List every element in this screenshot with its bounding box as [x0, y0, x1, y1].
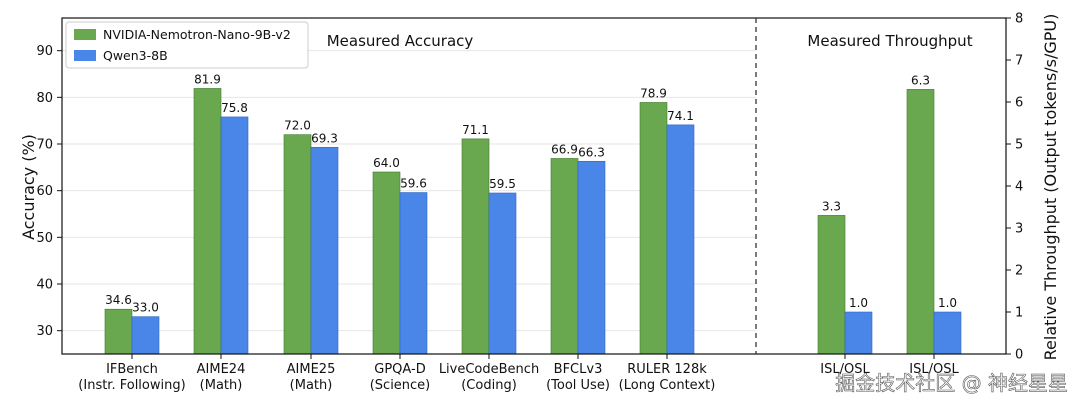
accuracy-bar-qwen-2 — [310, 146, 339, 355]
accuracy-bar-nemotron-1 — [193, 88, 222, 355]
y-tick-label-left: 90 — [36, 44, 53, 59]
throughput-value-label-qwen-0: 1.0 — [849, 296, 868, 310]
x-tick-label: ISL/OSL — [909, 362, 959, 377]
accuracy-bar-nemotron-5 — [550, 158, 579, 355]
y-tick-label-right: 6 — [1015, 96, 1023, 111]
accuracy-bar-qwen-4 — [488, 192, 517, 355]
throughput-bar-qwen-0 — [844, 311, 873, 355]
accuracy-value-label-qwen-2: 69.3 — [311, 131, 338, 145]
x-tick-label-sub: (Instr. Following) — [78, 378, 185, 393]
accuracy-value-label-nemotron-1: 81.9 — [194, 72, 221, 86]
y-axis-left-title: Accuracy (%) — [19, 134, 38, 240]
ticks: 30 40 50 60 70 80 90 0 1 2 3 4 5 6 7 8 IFBench(Instr. Fo… — [36, 12, 1023, 394]
accuracy-panel-title: Measured Accuracy — [327, 32, 474, 50]
accuracy-bar-qwen-3 — [399, 192, 428, 355]
y-tick-label-left: 40 — [36, 278, 53, 293]
y-tick-label-left: 30 — [36, 324, 53, 339]
watermark: 掘金技术社区 @ 神经星星 — [835, 371, 1068, 395]
y-axis-right-title: Relative Throughput (Output tokens/s/GPU… — [1041, 14, 1060, 361]
throughput-bar-qwen-1 — [933, 311, 962, 355]
throughput-value-label-nemotron-1: 6.3 — [911, 73, 930, 87]
accuracy-value-label-nemotron-6: 78.9 — [640, 86, 667, 100]
y-tick-label-left: 50 — [36, 231, 53, 246]
throughput-panel-title: Measured Throughput — [807, 32, 972, 50]
y-tick-label-left: 70 — [36, 138, 53, 153]
x-tick-label-sub: (Tool Use) — [546, 378, 610, 393]
accuracy-bar-nemotron-4 — [461, 138, 490, 355]
accuracy-value-label-qwen-1: 75.8 — [221, 101, 248, 115]
throughput-bar-nemotron-1 — [906, 89, 935, 355]
x-tick-label: BFCLv3 — [554, 362, 603, 377]
legend-label-nemotron: NVIDIA-Nemotron-Nano-9B-v2 — [103, 27, 291, 42]
accuracy-value-label-nemotron-3: 64.0 — [373, 156, 400, 170]
legend-swatch-nemotron — [74, 29, 96, 40]
accuracy-bar-qwen-1 — [220, 116, 249, 355]
accuracy-value-label-qwen-4: 59.5 — [489, 177, 516, 191]
x-tick-label-sub: (Long Context) — [619, 378, 716, 393]
accuracy-value-label-qwen-5: 66.3 — [578, 145, 605, 159]
y-tick-label-right: 4 — [1015, 180, 1023, 195]
throughput-bar-nemotron-0 — [817, 215, 846, 355]
x-tick-label-sub: (Math) — [290, 378, 333, 393]
throughput-value-label-nemotron-0: 3.3 — [822, 199, 841, 213]
x-tick-label: ISL/OSL — [820, 362, 870, 377]
legend-box — [65, 21, 309, 69]
value-labels: 34.633.0 81.9 75.8 72.069.3 64.059.6 71.1 59.5… — [105, 72, 957, 314]
legend-swatch-qwen — [74, 50, 96, 61]
accuracy-bar-nemotron-0 — [104, 308, 133, 355]
accuracy-bar-qwen-6 — [666, 124, 695, 355]
y-tick-label-right: 7 — [1015, 54, 1023, 69]
accuracy-value-label-qwen-3: 59.6 — [400, 177, 427, 191]
accuracy-bar-nemotron-6 — [639, 102, 668, 355]
legend: NVIDIA-Nemotron-Nano-9B-v2 Qwen3-8B — [65, 21, 309, 69]
x-tick-label-sub: (Coding) — [461, 378, 517, 393]
y-tick-label-right: 0 — [1015, 348, 1023, 363]
accuracy-value-label-nemotron-4: 71.1 — [462, 123, 489, 137]
accuracy-value-label-nemotron-0: 34.6 — [105, 293, 132, 307]
accuracy-value-label-qwen-6: 74.1 — [667, 109, 694, 123]
bars — [104, 88, 962, 355]
x-tick-label: RULER 128k — [627, 362, 707, 377]
x-tick-label: AIME25 — [287, 362, 336, 377]
accuracy-bar-qwen-5 — [577, 160, 606, 355]
y-tick-label-right: 2 — [1015, 264, 1023, 279]
y-tick-label-right: 5 — [1015, 138, 1023, 153]
x-tick-label-sub: (Science) — [370, 378, 431, 393]
legend-label-qwen: Qwen3-8B — [103, 48, 168, 63]
x-tick-label-sub: (Math) — [200, 378, 243, 393]
accuracy-bar-nemotron-2 — [283, 134, 312, 355]
x-tick-label: GPQA-D — [374, 362, 425, 377]
y-tick-label-right: 3 — [1015, 222, 1023, 237]
accuracy-value-label-nemotron-2: 72.0 — [284, 119, 311, 133]
y-tick-label-right: 8 — [1015, 12, 1023, 27]
accuracy-bar-qwen-0 — [131, 316, 160, 355]
x-tick-label: LiveCodeBench — [439, 362, 539, 377]
y-tick-label-left: 80 — [36, 91, 53, 106]
x-tick-label: AIME24 — [197, 362, 246, 377]
x-tick-label: IFBench — [106, 362, 158, 377]
accuracy-value-label-qwen-0: 33.0 — [132, 301, 159, 315]
y-tick-label-left: 60 — [36, 184, 53, 199]
accuracy-value-label-nemotron-5: 66.9 — [551, 142, 578, 156]
throughput-value-label-qwen-1: 1.0 — [938, 296, 957, 310]
y-tick-label-right: 1 — [1015, 306, 1023, 321]
accuracy-bar-nemotron-3 — [372, 171, 401, 355]
